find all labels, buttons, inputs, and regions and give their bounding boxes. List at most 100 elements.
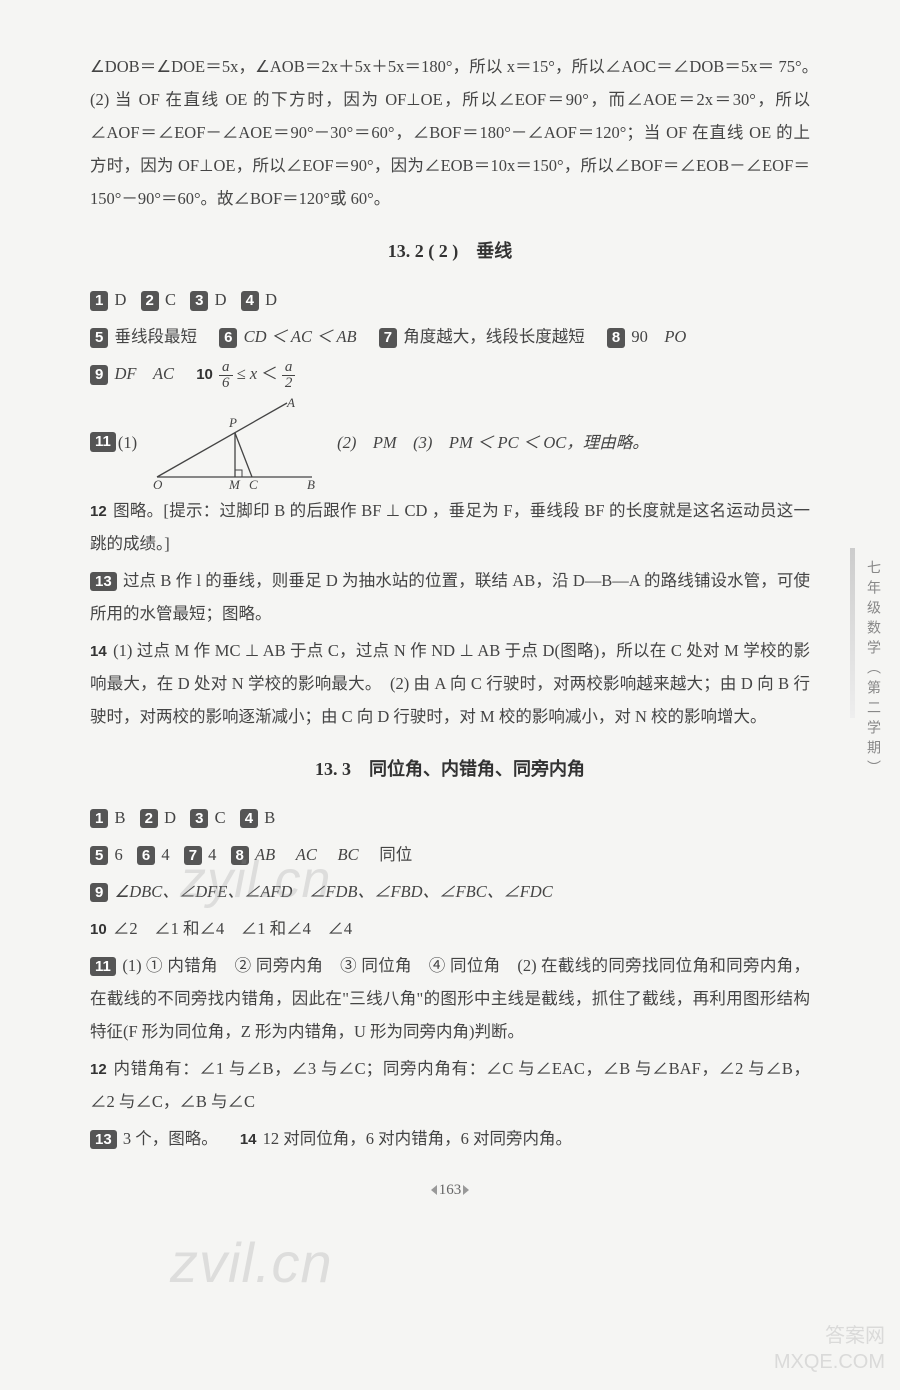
s1-q13: 过点 B 作 l 的垂线，则垂足 D 为抽水站的位置，联结 AB，沿 D—B—A… (90, 571, 810, 623)
s1-q9a: DF (114, 364, 136, 383)
s2-row7: 13 3 个，图略。 14 12 对同位角，6 对内错角，6 对同旁内角。 (90, 1122, 810, 1155)
intro-l5: 150°－90°＝60°。故∠BOF＝120°或 60°。 (90, 189, 390, 208)
s2-q8b: AC (296, 845, 317, 864)
s1-q4: D (265, 290, 277, 309)
qnum-12: 12 (90, 497, 107, 527)
s2-qnum-11: 11 (90, 957, 116, 977)
s2-row5: 11 (1) ① 内错角 ② 同旁内角 ③ 同位角 ④ 同位角 (2) 在截线的… (90, 949, 810, 1048)
s2-q11: (1) ① 内错角 ② 同旁内角 ③ 同位角 ④ 同位角 (2) 在截线的同旁找… (90, 956, 810, 1041)
intro-l3: ∠AOF＝∠EOF－∠AOE＝90°－30°＝60°，∠BOF＝180°－∠AO… (90, 123, 810, 142)
s2-qnum-5: 5 (90, 846, 108, 866)
geometry-diagram: O M C B P A (147, 395, 327, 490)
svg-text:C: C (249, 477, 258, 490)
s2-q4: B (264, 808, 275, 827)
triangle-left-icon (431, 1185, 437, 1195)
s2-q5: 6 (114, 845, 122, 864)
s1-q11-1: (1) (118, 426, 137, 459)
s2-row2: 5 6 6 4 7 4 8 AB AC BC 同位 (90, 838, 810, 871)
s1-row-11: 11 (1) O M C B P A (2) PM (3) PM ＜ PC ＜ … (90, 395, 810, 490)
s1-q7: 角度越大，线段长度越短 (403, 327, 585, 346)
s2-qnum-12: 12 (90, 1055, 107, 1085)
corner-wm-2: MXQE.COM (774, 1351, 885, 1373)
s2-q13: 3 个，图略。 (123, 1129, 218, 1148)
intro-l1: ∠DOB＝∠DOE＝5x，∠AOB＝2x＋5x＋5x＝180°，所以 x＝15°… (90, 57, 774, 76)
s2-q8a: AB (255, 845, 275, 864)
s2-q7: 4 (208, 845, 216, 864)
s1-q14: (1) 过点 M 作 MC ⊥ AB 于点 C，过点 N 作 ND ⊥ AB 于… (90, 641, 810, 726)
frac-a6: a6 (219, 360, 233, 391)
s2-qnum-8: 8 (231, 846, 249, 866)
s1-row-14: 14 (1) 过点 M 作 MC ⊥ AB 于点 C，过点 N 作 ND ⊥ A… (90, 634, 810, 733)
qnum-7: 7 (379, 328, 397, 348)
s1-q2: C (165, 290, 176, 309)
page-num-text: 163 (439, 1182, 462, 1198)
side-bar-decoration (850, 548, 855, 718)
s2-qnum-13: 13 (90, 1130, 117, 1150)
frac-a2: a2 (282, 360, 296, 391)
s1-row1: 1 D 2 C 3 D 4 D (90, 283, 810, 316)
qnum-9: 9 (90, 365, 108, 385)
qnum-4: 4 (241, 291, 259, 311)
s2-q10: ∠2 ∠1 和∠4 ∠1 和∠4 ∠4 (113, 919, 352, 938)
qnum-3: 3 (190, 291, 208, 311)
s2-qnum-14: 14 (240, 1125, 257, 1155)
intro-l4: 方时，因为 OF⊥OE，所以∠EOF＝90°，因为∠EOB＝10x＝150°，所… (90, 156, 810, 175)
s2-qnum-6: 6 (137, 846, 155, 866)
s2-qnum-9: 9 (90, 883, 108, 903)
s2-q6: 4 (161, 845, 169, 864)
s1-q11-2: (2) PM (3) PM ＜ PC ＜ OC，理由略。 (337, 426, 649, 459)
s1-q8b: PO (664, 327, 686, 346)
s1-row2: 5 垂线段最短 6 CD ＜ AC ＜ AB 7 角度越大，线段长度越短 8 9… (90, 320, 810, 353)
s2-q12: 内错角有：∠1 与∠B，∠3 与∠C；同旁内角有：∠C 与∠EAC，∠B 与∠B… (90, 1059, 810, 1111)
s1-q12: 图略。[提示：过脚印 B 的后跟作 BF ⊥ CD ，垂足为 F，垂线段 BF … (90, 501, 810, 553)
s2-q3: C (215, 808, 226, 827)
corner-watermark: 答案网 MXQE.COM (774, 1323, 885, 1375)
s2-row3: 9 ∠DBC、∠DFE、∠AFD ∠FDB、∠FBD、∠FBC、∠FDC (90, 875, 810, 908)
s2-q8d: 同位 (379, 845, 412, 864)
qnum-14: 14 (90, 637, 107, 667)
s1-row-13: 13 过点 B 作 l 的垂线，则垂足 D 为抽水站的位置，联结 AB，沿 D—… (90, 564, 810, 630)
s2-q14: 12 对同位角，6 对内错角，6 对同旁内角。 (263, 1129, 572, 1148)
s1-row-12: 12 图略。[提示：过脚印 B 的后跟作 BF ⊥ CD ，垂足为 F，垂线段 … (90, 494, 810, 560)
qnum-13: 13 (90, 572, 117, 592)
section-title-2: 13. 3 同位角、内错角、同旁内角 (90, 751, 810, 787)
s2-qnum-2: 2 (140, 809, 158, 829)
s1-q3: D (215, 290, 227, 309)
s1-q6: CD ＜ AC ＜ AB (244, 327, 357, 346)
qnum-2: 2 (141, 291, 159, 311)
s1-q9b: AC (153, 364, 174, 383)
s2-qnum-1: 1 (90, 809, 108, 829)
s2-row1: 1 B 2 D 3 C 4 B (90, 801, 810, 834)
side-vertical-label: 七年级数学︵第二学期︶ (862, 560, 882, 780)
qnum-5: 5 (90, 328, 108, 348)
s1-row3: 9 DF AC 10 a6 ≤ x ＜ a2 (90, 357, 810, 391)
svg-text:P: P (228, 415, 237, 430)
page-number: 163 (90, 1175, 810, 1205)
triangle-right-icon (463, 1185, 469, 1195)
s1-q1: D (114, 290, 126, 309)
section-title-1: 13. 2 ( 2 ) 垂线 (90, 233, 810, 269)
s2-row6: 12 内错角有：∠1 与∠B，∠3 与∠C；同旁内角有：∠C 与∠EAC，∠B … (90, 1052, 810, 1118)
s2-q1: B (114, 808, 125, 827)
s2-q9: ∠DBC、∠DFE、∠AFD ∠FDB、∠FBD、∠FBC、∠FDC (114, 882, 552, 901)
s2-row4: 10 ∠2 ∠1 和∠4 ∠1 和∠4 ∠4 (90, 912, 810, 945)
s1-q5: 垂线段最短 (114, 327, 197, 346)
qnum-10: 10 (196, 360, 213, 390)
s1-q8a: 90 (631, 327, 648, 346)
s2-qnum-4: 4 (240, 809, 258, 829)
s2-qnum-7: 7 (184, 846, 202, 866)
svg-text:B: B (307, 477, 315, 490)
s2-q8c: BC (338, 845, 359, 864)
intro-para: ∠DOB＝∠DOE＝5x，∠AOB＝2x＋5x＋5x＝180°，所以 x＝15°… (90, 50, 810, 215)
svg-text:M: M (228, 477, 241, 490)
s2-qnum-3: 3 (190, 809, 208, 829)
qnum-11: 11 (90, 432, 116, 452)
s2-qnum-10: 10 (90, 915, 107, 945)
svg-text:O: O (153, 477, 163, 490)
qnum-8: 8 (607, 328, 625, 348)
svg-text:A: A (286, 395, 295, 410)
s2-q2: D (164, 808, 176, 827)
qnum-1: 1 (90, 291, 108, 311)
qnum-6: 6 (219, 328, 237, 348)
watermark-2: zvil.cn (170, 1230, 333, 1295)
